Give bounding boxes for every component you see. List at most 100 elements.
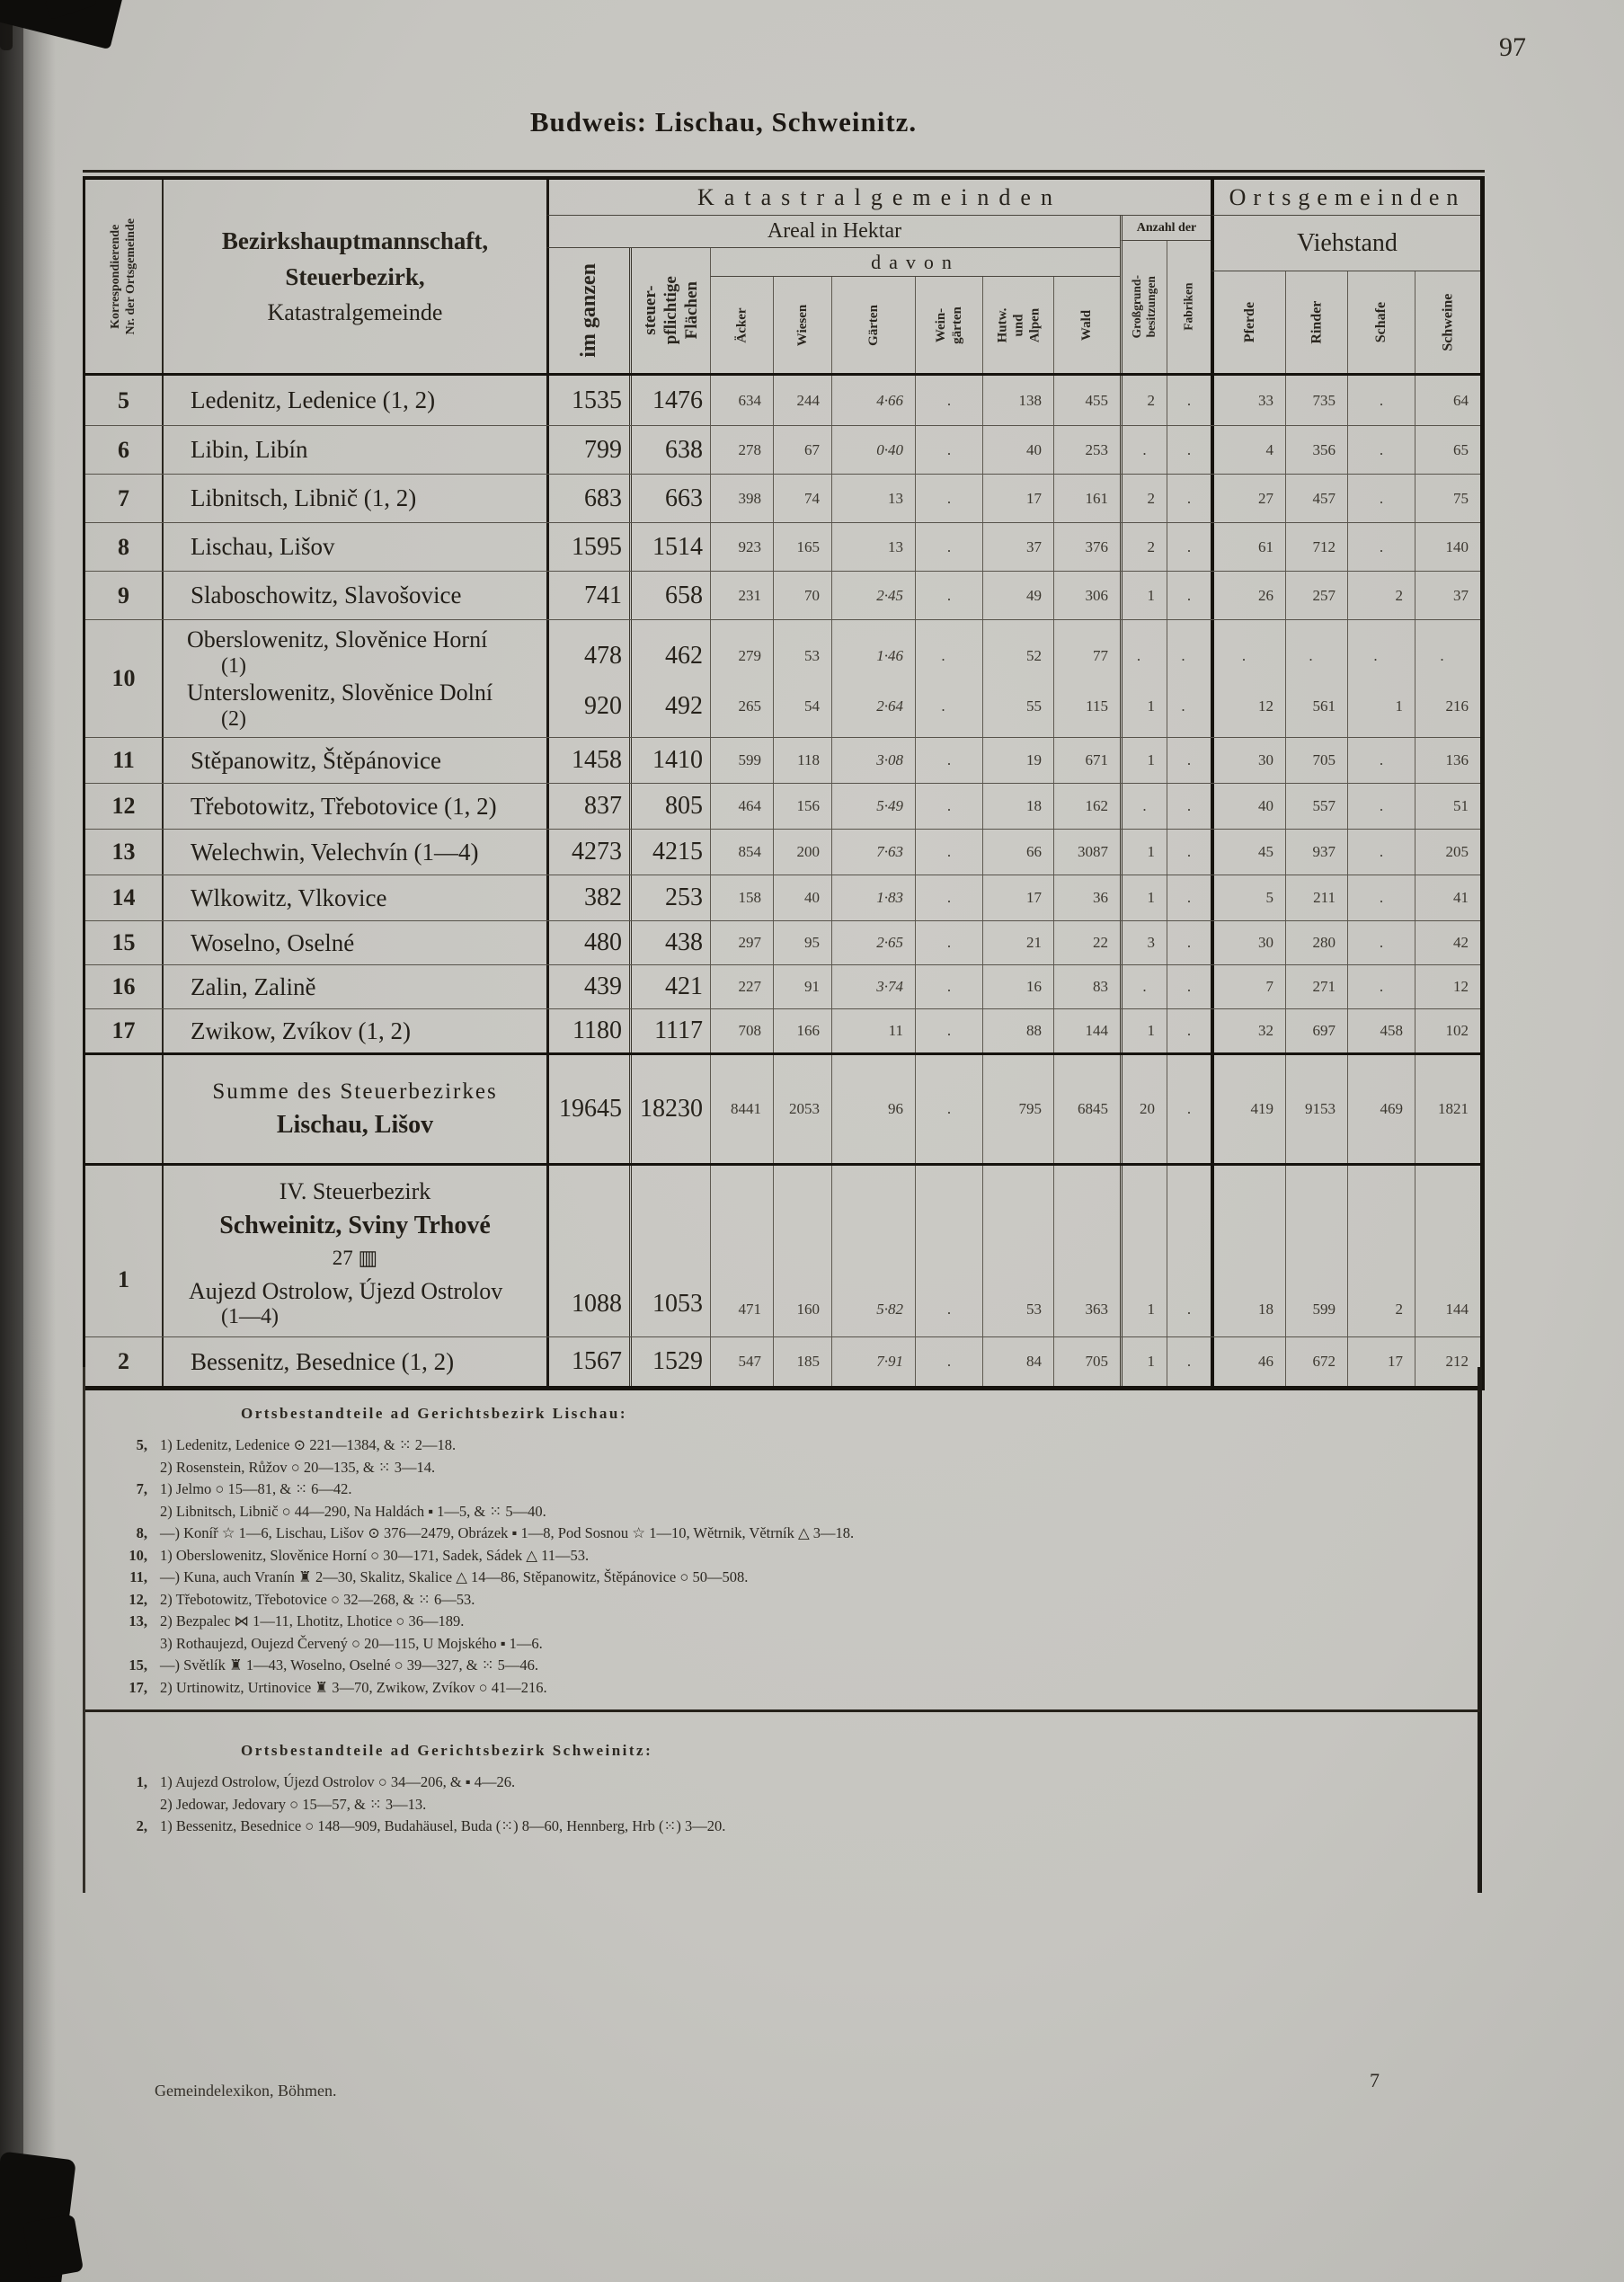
value-cell: 683 xyxy=(546,475,629,522)
row-name: Lischau, Lišov xyxy=(162,523,546,571)
value-cell: 382 xyxy=(546,875,629,920)
value-cell: . xyxy=(1120,965,1167,1008)
row-name-line: Unterslowenitz, Slověnice Dolní xyxy=(187,679,493,706)
value-cell: 1514 xyxy=(629,523,710,571)
value-cell: 278 xyxy=(710,426,773,474)
footer-sheet-number: 7 xyxy=(1370,2069,1380,2091)
row-number: 1 xyxy=(118,1266,129,1292)
value-cell: 937 xyxy=(1285,830,1347,875)
footnote-line: 5, 1) Ledenitz, Ledenice ⊙ 221—1384, & ⁙ … xyxy=(106,1434,1472,1457)
value-cell: 227 xyxy=(710,965,773,1008)
footnote-line: 2) Jedowar, Jedovary ○ 15—57, & ⁙ 3—13. xyxy=(106,1794,1472,1816)
value-cell: 455 xyxy=(1053,376,1120,425)
footnotes-lischau: Ortsbestandteile ad Gerichtsbezirk Lisch… xyxy=(106,1405,1472,1699)
value-line: 53 xyxy=(804,647,820,664)
value-cell: . xyxy=(915,1337,982,1386)
value-cell: 271 xyxy=(1285,965,1347,1008)
table-row: 1 IV. Steuerbezirk Schweinitz, Sviny Trhov… xyxy=(85,1166,1480,1337)
value-cell: . xyxy=(915,784,982,829)
footnote-text: 1) Ledenitz, Ledenice ⊙ 221—1384, & ⁙ 2—… xyxy=(160,1436,457,1453)
value-cell: 27 xyxy=(1211,475,1285,522)
footnote-ref: 7, xyxy=(136,1480,147,1497)
value-cell: 462 492 xyxy=(629,620,710,737)
value-cell: .1 xyxy=(1347,620,1415,737)
footnote-ref: 12, xyxy=(129,1590,147,1608)
table-body: 5 Ledenitz, Ledenice (1, 2) 1535 1476 634 244… xyxy=(85,376,1480,1386)
header-col-pferde: Pferde xyxy=(1211,271,1285,373)
row-number: 5 xyxy=(118,386,129,413)
value-cell: 3·74 xyxy=(831,965,915,1008)
footnotes-schweinitz-heading: Ortsbestandteile ad Gerichtsbezirk Schwe… xyxy=(241,1742,653,1759)
value-cell: 46 xyxy=(1211,1337,1285,1386)
value-cell: 1529 xyxy=(629,1337,710,1386)
value-cell: . xyxy=(1347,830,1415,875)
value-cell: . xyxy=(1347,738,1415,783)
value-cell: 64 xyxy=(1415,376,1480,425)
value-cell: 557 xyxy=(1285,784,1347,829)
value-cell: 2 xyxy=(1347,572,1415,619)
footnote-text: —) Kuna, auch Vranín ♜ 2—30, Skalitz, Sk… xyxy=(160,1568,749,1585)
footnote-line: 2, 1) Bessenitz, Besednice ○ 148—909, Bud… xyxy=(106,1816,1472,1838)
value-cell: 458 xyxy=(1347,1009,1415,1052)
value-cell: 547 xyxy=(710,1337,773,1386)
value-line: 265 xyxy=(738,697,762,715)
row-name: Bessenitz, Besednice (1, 2) xyxy=(162,1337,546,1386)
footnote-text: 1) Aujezd Ostrolow, Újezd Ostrolov ○ 34—… xyxy=(160,1773,516,1790)
footnote-ref xyxy=(106,1501,147,1523)
header-bezirkshauptmannschaft: Bezirkshauptmannschaft, Steuerbezirk, Ka… xyxy=(162,180,546,373)
value-cell: 20 xyxy=(1120,1055,1167,1163)
value-cell: 211 xyxy=(1285,875,1347,920)
value-cell: 795 xyxy=(982,1055,1053,1163)
row-number: 15 xyxy=(111,929,136,955)
value-cell: . xyxy=(1167,1166,1211,1336)
value-cell: 471 xyxy=(710,1166,773,1336)
row-number: 10 xyxy=(111,665,136,691)
row-number: 13 xyxy=(111,839,136,865)
value-cell: 40 xyxy=(1211,784,1285,829)
value-cell: 705 xyxy=(1053,1337,1120,1386)
row-name-line: (2) xyxy=(221,706,246,731)
value-line: 77 xyxy=(1093,647,1108,664)
value-cell: 11 xyxy=(831,1009,915,1052)
value-line: . xyxy=(941,697,945,715)
footnote-ref xyxy=(106,1633,147,1656)
value-line: 920 xyxy=(584,692,622,720)
value-cell: . xyxy=(1347,921,1415,964)
value-cell: 16 xyxy=(982,965,1053,1008)
value-cell: . xyxy=(1347,875,1415,920)
table-row: Summe des Steuerbezirkes Lischau, Lišov 19… xyxy=(85,1055,1480,1166)
value-cell: 671 xyxy=(1053,738,1120,783)
footnote-divider-line xyxy=(85,1709,1480,1712)
value-line: 478 xyxy=(584,642,622,670)
value-cell: 253 xyxy=(629,875,710,920)
header-ortsgemeinden: Ortsgemeinden xyxy=(1211,180,1480,216)
value-cell: 741 xyxy=(546,572,629,619)
row-number: 8 xyxy=(118,533,129,560)
table-row: 12 Třebotowitz, Třebotovice (1, 2) 837 805 4… xyxy=(85,784,1480,830)
value-cell: 1 xyxy=(1120,1337,1167,1386)
value-cell: 1 xyxy=(1120,1009,1167,1052)
value-cell: 1821 xyxy=(1415,1055,1480,1163)
table-row: 8 Lischau, Lišov 1595 1514 923 165 13. 37 376 2. 6… xyxy=(85,523,1480,572)
value-cell: 75 xyxy=(1415,475,1480,522)
main-table: Korrespondierende Nr. der Ortsgemeinde B… xyxy=(83,170,1485,1390)
value-cell: 480 xyxy=(546,921,629,964)
value-cell: 1117 xyxy=(629,1009,710,1052)
value-cell: . xyxy=(915,1166,982,1336)
header-areal-in-hektar: Areal in Hektar xyxy=(546,216,1120,248)
header-col-weingaerten: Wein-gärten xyxy=(915,277,982,373)
row-number: 2 xyxy=(118,1348,129,1374)
footnote-text: —) Světlík ♜ 1—43, Woselno, Oselné ○ 39—… xyxy=(160,1656,539,1674)
value-cell: 2 xyxy=(1120,475,1167,522)
value-cell: 19 xyxy=(982,738,1053,783)
footnote-ref: 5, xyxy=(136,1436,147,1453)
value-cell: 469 xyxy=(1347,1055,1415,1163)
value-line: 216 xyxy=(1445,697,1469,715)
value-cell: 634 xyxy=(710,376,773,425)
value-cell: 2 xyxy=(1120,376,1167,425)
footnote-text: 2) Libnitsch, Libnič ○ 44—290, Na Haldác… xyxy=(160,1502,546,1520)
row-name: Welechwin, Velechvín (1—4) xyxy=(162,830,546,875)
value-cell: 4273 xyxy=(546,830,629,875)
value-cell: 13 xyxy=(831,475,915,522)
